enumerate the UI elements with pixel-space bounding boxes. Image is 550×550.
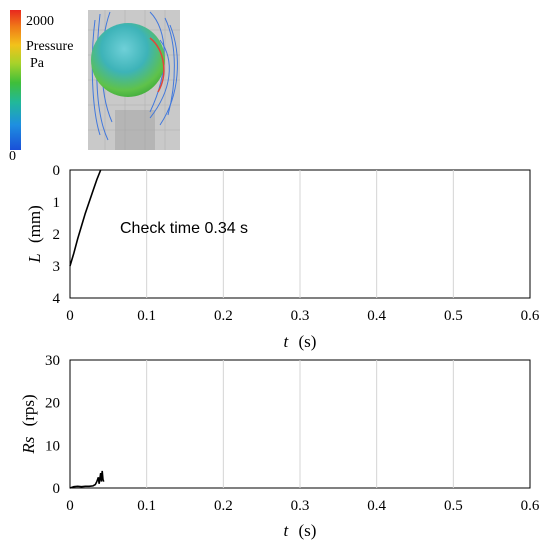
legend-title-line2: Pa [30,56,45,71]
x-tick-label: 0.3 [291,498,310,514]
y-tick-label: 2 [53,227,61,243]
x-axis-label: t (s) [284,521,317,540]
sphere [91,23,165,97]
y-axis-label-symbol: L [25,253,44,263]
y-axis-label-symbol: Rs [19,436,38,454]
x-tick-label: 0.1 [137,498,156,514]
legend-color-bar [10,10,21,150]
y-tick-label: 4 [53,291,61,307]
x-tick-label: 0 [66,308,74,324]
x-axis-label-unit: (s) [299,521,317,540]
y-axis-label-unit: (mm) [25,205,44,243]
svg-text:Rs (rps): Rs (rps) [19,394,38,454]
series-line [69,169,102,267]
y-axis-label: Rs (rps) [19,394,38,454]
y-axis-label: L (mm) [25,205,44,264]
x-tick-label: 0.3 [291,308,310,324]
y-tick-label: 0 [53,481,61,497]
y-tick-label: 30 [45,353,60,369]
x-tick-label: 0 [66,498,74,514]
streamline-highlight [149,37,165,93]
x-tick-labels: 0 0.1 0.2 0.3 0.4 0.5 0.6 [66,308,540,324]
x-tick-label: 0.1 [137,308,156,324]
x-tick-label: 0.6 [521,498,540,514]
x-tick-label: 0.4 [367,308,386,324]
y-tick-labels: 0 1 2 3 4 [53,163,61,307]
x-axis-label: t (s) [284,332,317,351]
y-tick-label: 0 [53,163,61,179]
x-tick-labels: 0 0.1 0.2 0.3 0.4 0.5 0.6 [66,498,540,514]
x-tick-label: 0.5 [444,498,463,514]
x-tick-label: 0.5 [444,308,463,324]
chart-length: 0 1 2 3 4 0 0.1 0.2 0.3 0.4 0.5 0.6 Check time 0.3… [25,163,540,351]
x-tick-label: 0.2 [214,308,233,324]
grid-lines [146,170,454,298]
simulation-snapshot [88,10,180,150]
chart-annotation: Check time 0.34 s [120,220,248,237]
y-tick-label: 20 [45,396,60,412]
y-tick-label: 1 [53,195,61,211]
y-tick-label: 10 [45,438,60,454]
legend-title-line1: Pressure [26,39,73,54]
svg-text:L (mm): L (mm) [25,205,44,264]
legend-min-label: 0 [9,149,16,164]
x-tick-label: 0.6 [521,308,540,324]
y-tick-labels: 0 10 20 30 [45,353,60,497]
legend-max-label: 2000 [26,14,54,29]
x-axis-label-symbol: t [284,332,290,351]
x-tick-label: 0.4 [367,498,386,514]
y-tick-label: 3 [53,259,61,275]
chart-rotation-speed: 0 10 20 30 0 0.1 0.2 0.3 0.4 0.5 0.6 Rs (rps) t (… [19,353,540,540]
pressure-legend: 2000 Pressure Pa 0 [9,10,73,164]
series-line [69,470,105,489]
x-axis-label-symbol: t [284,521,290,540]
grid-lines [146,360,454,488]
x-axis-label-unit: (s) [299,332,317,351]
y-axis-label-unit: (rps) [19,394,38,426]
x-tick-label: 0.2 [214,498,233,514]
